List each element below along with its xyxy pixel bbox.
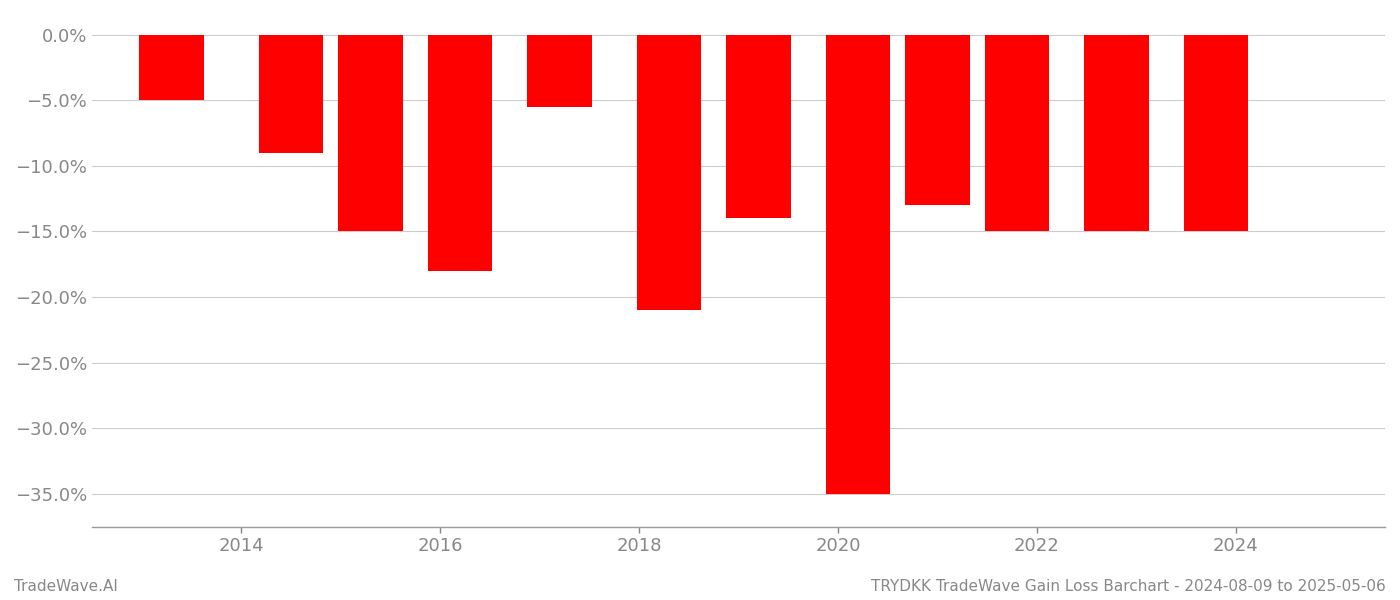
Bar: [259, 35, 323, 153]
Text: TradeWave.AI: TradeWave.AI: [14, 579, 118, 594]
Text: TRYDKK TradeWave Gain Loss Barchart - 2024-08-09 to 2025-05-06: TRYDKK TradeWave Gain Loss Barchart - 20…: [871, 579, 1386, 594]
Bar: [140, 35, 204, 100]
Bar: [637, 35, 701, 310]
Bar: [1084, 35, 1149, 232]
Bar: [339, 35, 403, 232]
Bar: [428, 35, 493, 271]
Bar: [826, 35, 890, 494]
Bar: [1183, 35, 1249, 232]
Bar: [906, 35, 970, 205]
Bar: [528, 35, 592, 107]
Bar: [727, 35, 791, 218]
Bar: [984, 35, 1050, 232]
